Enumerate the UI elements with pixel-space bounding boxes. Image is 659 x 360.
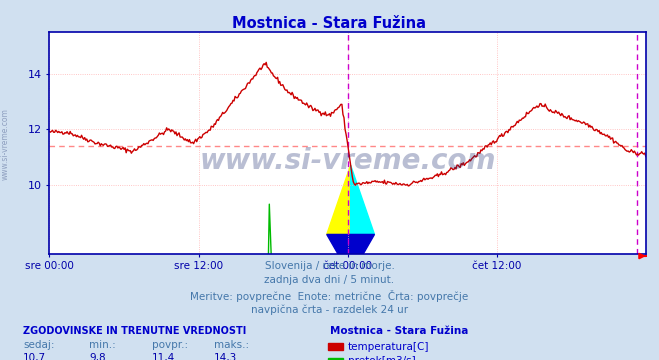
Text: www.si-vreme.com: www.si-vreme.com [200, 147, 496, 175]
Text: sedaj:: sedaj: [23, 340, 55, 350]
Polygon shape [351, 165, 374, 234]
Text: 10,7: 10,7 [23, 353, 46, 360]
Text: povpr.:: povpr.: [152, 340, 188, 350]
Text: zadnja dva dni / 5 minut.: zadnja dva dni / 5 minut. [264, 275, 395, 285]
Text: temperatura[C]: temperatura[C] [348, 342, 430, 352]
Text: Slovenija / reke in morje.: Slovenija / reke in morje. [264, 261, 395, 271]
Text: Meritve: povprečne  Enote: metrične  Črta: povprečje: Meritve: povprečne Enote: metrične Črta:… [190, 290, 469, 302]
Text: ZGODOVINSKE IN TRENUTNE VREDNOSTI: ZGODOVINSKE IN TRENUTNE VREDNOSTI [23, 326, 246, 336]
Text: navpična črta - razdelek 24 ur: navpična črta - razdelek 24 ur [251, 304, 408, 315]
Text: min.:: min.: [89, 340, 116, 350]
Text: 11,4: 11,4 [152, 353, 175, 360]
Text: 14,3: 14,3 [214, 353, 237, 360]
Text: Mostnica - Stara Fužina: Mostnica - Stara Fužina [330, 326, 468, 336]
Polygon shape [327, 165, 351, 234]
Text: pretok[m3/s]: pretok[m3/s] [348, 356, 416, 360]
Text: www.si-vreme.com: www.si-vreme.com [1, 108, 10, 180]
Text: maks.:: maks.: [214, 340, 249, 350]
Text: Mostnica - Stara Fužina: Mostnica - Stara Fužina [233, 16, 426, 31]
Text: 9,8: 9,8 [89, 353, 105, 360]
Polygon shape [327, 234, 374, 276]
